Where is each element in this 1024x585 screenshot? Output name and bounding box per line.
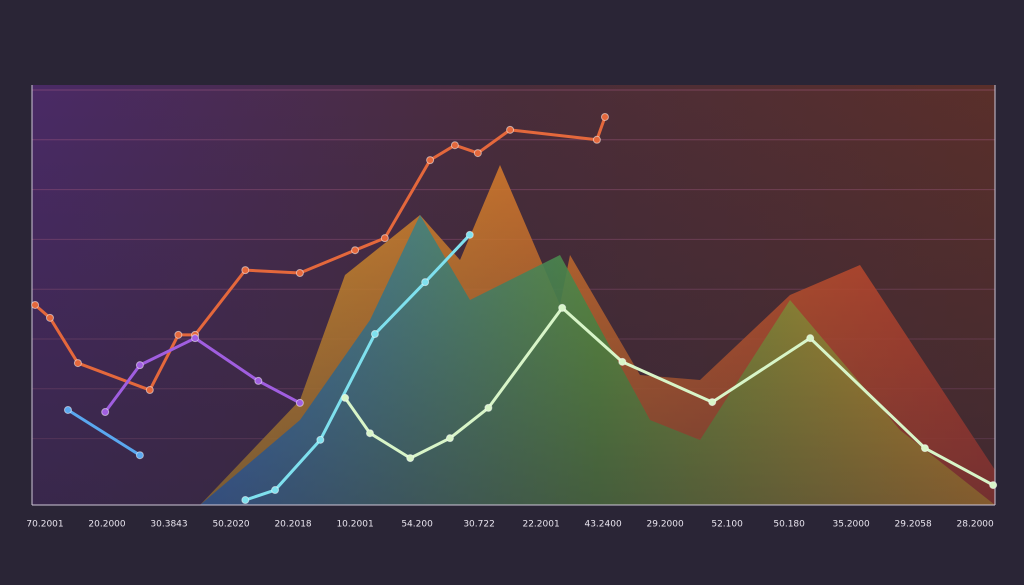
x-tick-label: 50.180 (773, 520, 805, 530)
data-point (421, 278, 430, 287)
plot-shade (32, 85, 995, 505)
data-point (920, 444, 929, 453)
x-tick-label: 43.2400 (584, 520, 621, 530)
data-point (370, 330, 379, 339)
data-point (45, 313, 54, 322)
data-point (450, 141, 459, 150)
x-tick-label: 10.2001 (336, 520, 373, 530)
data-point (31, 300, 40, 309)
x-tick-label: 50.2020 (212, 520, 249, 530)
data-point (135, 361, 144, 370)
data-point (295, 398, 304, 407)
data-point (406, 454, 415, 463)
data-point (241, 266, 250, 275)
data-point (558, 303, 567, 312)
data-point (101, 408, 110, 417)
data-point (445, 434, 454, 443)
data-point (600, 112, 609, 121)
data-point (73, 359, 82, 368)
data-point (145, 386, 154, 395)
x-tick-label: 29.2000 (647, 520, 684, 530)
data-point (618, 357, 627, 366)
data-point (806, 334, 815, 343)
data-point (426, 156, 435, 165)
data-point (241, 496, 250, 505)
x-tick-label: 52.100 (711, 520, 743, 530)
data-point (174, 330, 183, 339)
data-point (295, 269, 304, 278)
x-tick-label: 20.2000 (88, 520, 125, 530)
data-point (989, 481, 998, 490)
data-point (254, 376, 263, 385)
data-point (592, 135, 601, 144)
x-tick-label: 30.3843 (150, 520, 187, 530)
data-point (351, 246, 360, 255)
data-point (271, 486, 280, 495)
series-line (243, 233, 472, 502)
data-point (341, 393, 350, 402)
x-tick-label: 54.200 (401, 520, 433, 530)
data-point (365, 429, 374, 438)
x-tick-label: 29.2058 (895, 520, 932, 530)
series-line (33, 115, 607, 392)
data-point (473, 149, 482, 158)
x-tick-label: 22.2001 (522, 520, 559, 530)
x-tick-label: 70.2001 (26, 520, 63, 530)
data-point (63, 405, 72, 414)
x-tick-label: 20.2018 (274, 520, 311, 530)
data-point (316, 435, 325, 444)
data-point (465, 230, 474, 239)
data-point (135, 451, 144, 460)
data-point (506, 125, 515, 134)
series-line (66, 408, 142, 457)
data-point (380, 234, 389, 243)
data-point (708, 398, 717, 407)
data-point (191, 334, 200, 343)
x-tick-label: 35.2000 (833, 520, 870, 530)
data-point (484, 403, 493, 412)
x-tick-label: 28.2000 (957, 520, 994, 530)
x-tick-label: 30.722 (463, 520, 495, 530)
